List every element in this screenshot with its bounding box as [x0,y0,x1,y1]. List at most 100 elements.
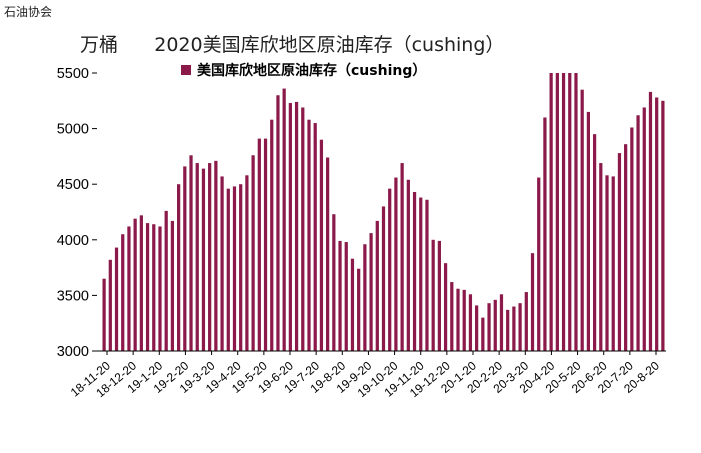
bar [375,220,379,351]
bar [369,233,373,351]
bar [208,163,212,351]
bar [282,88,286,351]
bar [437,240,441,351]
bar [574,73,578,351]
bar [543,117,547,351]
bar [338,240,342,351]
bar [518,303,522,351]
bar [388,188,392,351]
y-tick-label: 5500 [57,66,89,82]
bar [363,244,367,351]
legend: 美国库欣地区原油库存（cushing） [181,62,426,79]
bar [108,259,112,351]
bar [158,226,162,351]
bar [419,197,423,351]
bar [431,239,435,351]
bar [313,123,317,351]
bar [512,306,516,351]
bar [599,163,603,351]
bar [412,191,417,351]
bar [307,119,311,351]
bar [624,144,628,351]
bar [499,294,504,351]
bar [630,127,634,352]
bar [655,97,659,352]
bar [636,115,640,351]
y-tick-label: 5000 [57,122,89,138]
bar-series [102,73,665,352]
bar [270,119,274,351]
bar [245,175,249,351]
bar [326,157,330,351]
bar [201,168,206,351]
bar [400,163,404,351]
bar [425,199,429,351]
bar [288,103,292,352]
bar [226,188,230,351]
y-tick-label: 3000 [57,344,89,360]
bar [524,292,528,351]
bar [537,177,541,351]
bar [456,288,460,351]
bar [257,138,261,351]
bar [493,299,497,351]
y-tick-label: 3500 [57,288,89,304]
bar [121,234,125,351]
bar [220,176,224,351]
bar [568,73,572,351]
bar [506,309,510,351]
bar [251,155,255,351]
bar [642,107,646,351]
bar [319,139,324,351]
bar [406,179,410,351]
bar [133,218,137,351]
bar [232,186,237,351]
bar [605,175,609,351]
bar [549,73,553,351]
bar [195,163,199,351]
bar [586,111,591,351]
bar [592,134,597,351]
bar [152,224,156,351]
bar [561,73,566,351]
bar [617,153,622,351]
bar [487,303,491,351]
bar [468,294,473,351]
bar [555,73,559,351]
bar [357,268,361,351]
y-axis-ticks: 3000 3500 4000 4500 5000 5500 [57,66,97,360]
bar [443,263,448,351]
bar [263,138,268,351]
bar [394,177,398,351]
chart-title: 万桶 2020美国库欣地区原油库存（cushing） [80,34,505,56]
bar [239,184,243,351]
bar [350,258,355,351]
bar [344,242,348,351]
bar [332,214,336,351]
y-tick-label: 4500 [57,177,89,193]
bar [294,101,299,351]
legend-swatch [181,65,191,75]
legend-label: 美国库欣地区原油库存（cushing） [197,62,426,79]
bar [127,226,131,351]
bar [611,176,615,351]
bar [183,166,187,351]
bar [580,89,584,352]
bar [102,278,106,351]
bar [301,107,305,351]
bar [481,317,485,351]
bar [164,210,168,351]
bar [177,184,181,351]
bar [530,253,535,351]
bar [661,100,665,351]
x-axis-ticks: 18-11-2018-12-2019-1-2019-2-2019-3-2019-… [68,351,662,400]
bar [648,91,653,352]
bar [170,220,175,351]
bar [450,282,454,351]
bar [145,223,150,351]
bar [276,95,280,352]
bar [214,160,218,351]
bar [189,155,193,351]
bar [139,215,143,351]
watermark-text: 石油协会 [4,5,53,19]
